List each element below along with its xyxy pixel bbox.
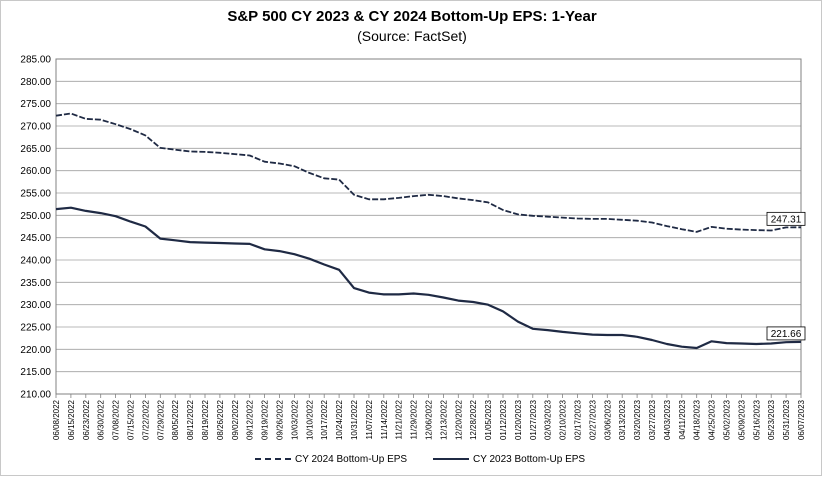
legend-label-cy2023: CY 2023 Bottom-Up EPS <box>473 453 586 465</box>
y-tick-label: 265.00 <box>20 144 51 155</box>
x-tick-label: 08/19/2022 <box>201 399 210 440</box>
end-label-box <box>766 211 806 226</box>
x-tick-label: 05/02/2023 <box>723 399 732 440</box>
x-tick-label: 08/12/2022 <box>186 399 195 440</box>
end-labels: 247.31 221.66 <box>766 211 806 341</box>
y-tick-label: 250.00 <box>20 211 51 222</box>
plot-area-border <box>55 58 802 395</box>
series-line-cy2023 <box>55 206 802 350</box>
x-tick-label: 05/09/2023 <box>737 399 746 440</box>
x-tick-label: 07/08/2022 <box>112 399 121 440</box>
x-tick-label: 05/31/2023 <box>782 399 791 440</box>
x-tick-label: 10/24/2022 <box>335 399 344 440</box>
x-tick-label: 04/03/2023 <box>663 399 672 440</box>
x-tick-label: 09/19/2022 <box>261 399 270 440</box>
x-tick-label: 01/12/2023 <box>499 399 508 440</box>
x-tick-label: 04/11/2023 <box>678 399 687 439</box>
axes: 285.00 280.00 275.00 270.00 265.00 260.00 255.… <box>20 55 806 441</box>
end-label-box <box>766 326 806 341</box>
x-tick-label: 07/15/2022 <box>127 399 136 440</box>
y-tick-label: 285.00 <box>20 55 51 66</box>
series-line-cy2024 <box>55 112 802 233</box>
y-tick-label: 280.00 <box>20 77 51 88</box>
x-tick-label: 10/03/2022 <box>290 399 299 440</box>
y-tick-label: 220.00 <box>20 345 51 356</box>
x-tick-label: 02/27/2023 <box>588 399 597 440</box>
x-tick-label: 06/07/2023 <box>797 399 806 440</box>
legend: CY 2024 Bottom-Up EPS CY 2023 Bottom-Up … <box>1 452 823 466</box>
y-tick-label: 245.00 <box>20 233 51 244</box>
x-tick-label: 12/28/2022 <box>469 399 478 440</box>
y-tick-label: 215.00 <box>20 367 51 378</box>
x-tick-label: 07/29/2022 <box>156 399 165 440</box>
x-tick-label: 01/20/2023 <box>514 399 523 440</box>
x-tick-label: 02/10/2023 <box>559 399 568 440</box>
y-tick-label: 270.00 <box>20 122 51 133</box>
x-tick-label: 08/05/2022 <box>171 399 180 440</box>
x-tick-label: 11/14/2022 <box>380 399 389 439</box>
y-tick-label: 260.00 <box>20 166 51 177</box>
x-tick-label: 02/03/2023 <box>544 399 553 440</box>
x-tick-label: 05/16/2023 <box>752 399 761 440</box>
chart-title: S&P 500 CY 2023 & CY 2024 Bottom-Up EPS:… <box>227 8 597 25</box>
x-tick-label: 01/27/2023 <box>529 399 538 440</box>
chart-subtitle: (Source: FactSet) <box>357 28 467 44</box>
y-tick-label: 255.00 <box>20 189 51 200</box>
x-tick-label: 03/20/2023 <box>633 399 642 440</box>
x-tick-label: 06/23/2022 <box>82 399 91 440</box>
series-lines <box>55 112 802 350</box>
y-tick-label: 240.00 <box>20 256 51 267</box>
end-value-label: 247.31 <box>771 214 802 225</box>
legend-solid-line-swatch <box>433 458 469 460</box>
x-tick-label: 04/18/2023 <box>693 399 702 440</box>
x-tick-label: 08/26/2022 <box>216 399 225 440</box>
x-tick-label: 06/08/2022 <box>52 399 61 440</box>
x-tick-label: 11/29/2022 <box>410 399 419 439</box>
y-tick-label: 275.00 <box>20 99 51 110</box>
y-tick-label: 230.00 <box>20 300 51 311</box>
end-value-label: 221.66 <box>771 329 802 340</box>
legend-item-cy2024: CY 2024 Bottom-Up EPS <box>255 452 407 466</box>
x-tick-label: 09/02/2022 <box>231 399 240 440</box>
gridlines <box>56 58 801 395</box>
x-tick-label: 10/31/2022 <box>350 399 359 440</box>
x-tick-label: 03/06/2023 <box>603 399 612 440</box>
x-tick-label: 10/10/2022 <box>305 399 314 440</box>
x-tick-label: 03/13/2023 <box>618 399 627 440</box>
x-tick-label: 05/23/2023 <box>767 399 776 440</box>
x-tick-label: 06/30/2022 <box>97 399 106 440</box>
x-tick-label: 11/21/2022 <box>395 399 404 439</box>
x-tick-label: 12/13/2022 <box>439 399 448 440</box>
x-tick-label: 11/07/2022 <box>365 399 374 439</box>
x-tick-label: 07/22/2022 <box>141 399 150 440</box>
x-tick-label: 02/17/2023 <box>574 399 583 440</box>
x-tick-label: 03/27/2023 <box>648 399 657 440</box>
x-tick-label: 06/15/2022 <box>67 399 76 440</box>
x-tick-label: 01/05/2023 <box>484 399 493 440</box>
legend-label-cy2024: CY 2024 Bottom-Up EPS <box>295 453 408 465</box>
x-tick-label: 09/12/2022 <box>246 399 255 440</box>
x-tick-label: 10/17/2022 <box>320 399 329 440</box>
x-tick-label: 09/26/2022 <box>276 399 285 440</box>
x-tick-label: 12/06/2022 <box>425 399 434 440</box>
y-tick-label: 225.00 <box>20 323 51 334</box>
x-tick-label: 12/20/2022 <box>454 399 463 440</box>
x-tick-label: 04/25/2023 <box>708 399 717 440</box>
y-tick-label: 235.00 <box>20 278 51 289</box>
legend-item-cy2023: CY 2023 Bottom-Up EPS <box>433 452 585 466</box>
legend-dashed-line-swatch <box>255 458 291 460</box>
y-tick-label: 210.00 <box>20 390 51 401</box>
